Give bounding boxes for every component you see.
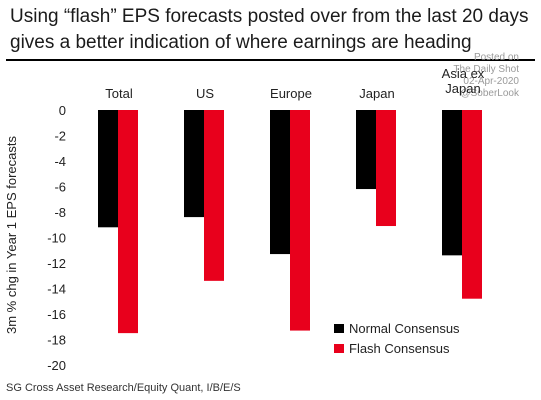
bar-flash-europe: [290, 110, 310, 331]
bar-normal-japan: [356, 110, 376, 190]
y-tick-label: -16: [47, 307, 66, 322]
y-tick-label: -8: [54, 205, 66, 220]
legend: Normal Consensus Flash Consensus: [334, 321, 460, 356]
legend-swatch-normal: [334, 324, 344, 333]
bar-normal-europe: [270, 110, 290, 255]
bar-flash-asia-ex-japan: [462, 110, 482, 299]
bar-normal-us: [184, 110, 204, 218]
category-label: Japan: [359, 86, 394, 101]
y-tick-label: 0: [59, 103, 66, 118]
category-label: Europe: [270, 86, 312, 101]
chart-title: Using “flash” EPS forecasts posted over …: [10, 4, 535, 56]
y-tick-label: -4: [54, 154, 66, 169]
category-label: Total: [105, 86, 133, 101]
category-label: Asia ex: [442, 66, 485, 81]
legend-label-normal: Normal Consensus: [349, 321, 460, 336]
watermark-line-3: 02-Apr-2020: [463, 76, 519, 87]
watermark-line-1: Posted on: [473, 52, 519, 63]
title-line-1: Using “flash” EPS forecasts posted over …: [10, 6, 529, 27]
legend-swatch-flash: [334, 344, 344, 353]
bar-normal-asia-ex-japan: [442, 110, 462, 256]
y-axis-label: 3m % chg in Year 1 EPS forecasts: [4, 136, 19, 334]
watermark: Posted on The Daily Shot 02-Apr-2020 @So…: [453, 52, 519, 100]
y-tick-label: -18: [47, 333, 66, 348]
watermark-line-4: @SoberLook: [460, 88, 519, 99]
bars: [98, 110, 482, 334]
source-note: SG Cross Asset Research/Equity Quant, I/…: [6, 382, 241, 394]
y-tick-label: -14: [47, 282, 66, 297]
category-label: US: [196, 86, 214, 101]
watermark-line-2: The Daily Shot: [453, 64, 519, 75]
y-tick-label: -2: [54, 129, 66, 144]
bar-normal-total: [98, 110, 118, 228]
y-tick-label: -20: [47, 358, 66, 373]
y-tick-label: -6: [54, 180, 66, 195]
y-axis-ticks: 0 -2 -4 -6 -8 -10 -12 -14 -16 -18 -20: [47, 103, 66, 373]
y-tick-label: -12: [47, 256, 66, 271]
title-line-2: gives a better indication of where earni…: [10, 32, 472, 53]
title-divider: [6, 59, 535, 61]
bar-flash-total: [118, 110, 138, 334]
legend-label-flash: Flash Consensus: [349, 341, 450, 356]
bar-flash-us: [204, 110, 224, 281]
category-label: Japan: [445, 81, 480, 96]
bar-flash-japan: [376, 110, 396, 227]
y-tick-label: -10: [47, 231, 66, 246]
